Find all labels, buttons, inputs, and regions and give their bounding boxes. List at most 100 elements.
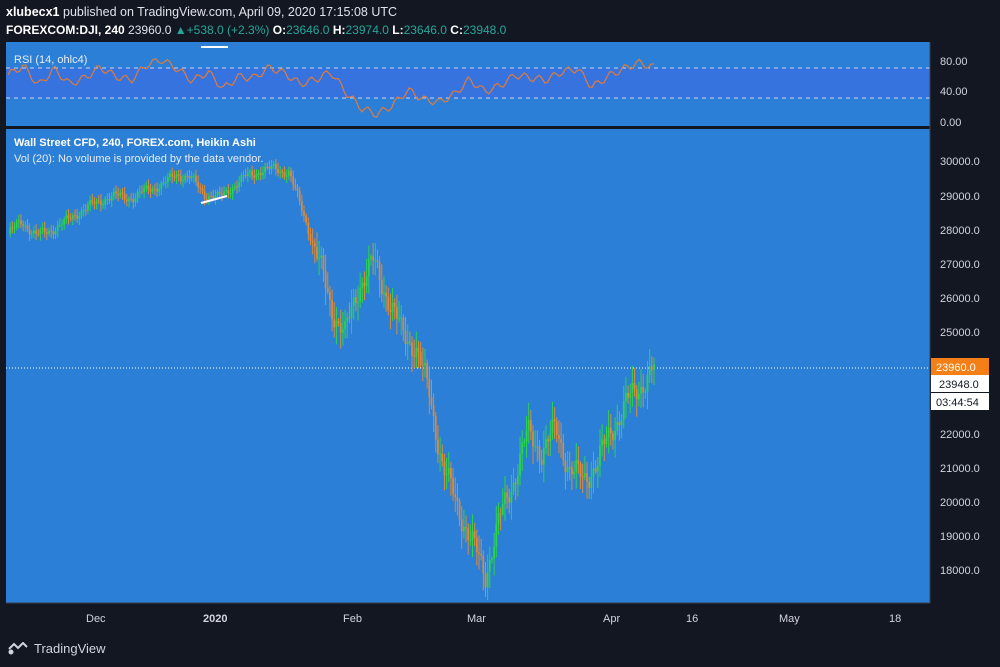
candle-body [383, 292, 385, 295]
pane-separator[interactable] [6, 126, 996, 129]
price-tick: 18000.0 [940, 565, 980, 577]
candle-body [612, 433, 614, 441]
candle-body [240, 175, 243, 183]
candle-body [125, 199, 128, 202]
candle-body [540, 459, 543, 465]
candle-body [78, 216, 81, 219]
candle-body [402, 317, 405, 331]
candle-body [354, 297, 357, 304]
candle-body [156, 188, 158, 192]
candle-body [437, 439, 439, 455]
candle-body [294, 184, 297, 188]
chart-header: xlubecx1 published on TradingView.com, A… [0, 0, 1000, 42]
candle-body [184, 175, 187, 181]
up-arrow-icon: ▲ [174, 23, 187, 37]
candle-body [484, 573, 487, 588]
candle-body [236, 186, 238, 188]
candle-body [89, 200, 92, 205]
candle-body [452, 478, 454, 495]
countdown-tag: 03:44:54 [931, 393, 989, 410]
chart-area[interactable]: RSI (14, ohlc4) Wall Street CFD, 240, FO… [6, 42, 996, 632]
price-scale[interactable] [930, 42, 996, 603]
candle-body [166, 177, 169, 183]
candle-body [100, 200, 102, 205]
candle-body [627, 393, 629, 398]
symbol-name[interactable]: FOREXCOM:DJI, 240 [6, 23, 125, 37]
candle-body [519, 454, 521, 476]
candle-body [562, 442, 565, 461]
tradingview-logo-icon [8, 641, 28, 654]
time-label: 2020 [203, 613, 227, 625]
candle-body [581, 476, 584, 478]
rsi-polyline [7, 57, 655, 118]
candle-body [76, 215, 79, 219]
candle-body [104, 199, 107, 205]
candle-body [523, 441, 526, 443]
candle-body [11, 227, 14, 229]
candle-body [363, 282, 366, 286]
candle-body [469, 539, 472, 541]
candle-body [357, 302, 359, 304]
trend-drawing-line[interactable] [200, 195, 228, 204]
candle-body [169, 173, 171, 178]
price-tick: 19000.0 [940, 531, 980, 543]
candle-body [61, 224, 63, 226]
volume-note: Vol (20): No volume is provided by the d… [14, 153, 263, 165]
candle-body [542, 448, 545, 465]
tradingview-brand[interactable]: TradingView [8, 641, 106, 656]
candle-body [594, 468, 597, 472]
candle-body [253, 175, 256, 178]
username[interactable]: xlubecx1 [6, 5, 60, 19]
candle-body [398, 318, 400, 320]
candle-body [642, 386, 645, 393]
candle-body [119, 192, 122, 196]
candle-body [173, 176, 176, 179]
candle-body [262, 172, 264, 176]
last-price-tag-text: 23960.0 [936, 362, 976, 374]
candle-body [300, 201, 303, 212]
candle-body [534, 446, 537, 448]
candle-body [640, 386, 642, 394]
candle-body [573, 471, 575, 475]
candle-body [164, 182, 167, 184]
candle-body [268, 166, 271, 169]
candle-body [601, 439, 604, 446]
candle-body [255, 173, 258, 178]
candle-body [298, 191, 301, 202]
candle-body [473, 531, 476, 538]
candle-body [270, 165, 273, 169]
chart-svg[interactable]: RSI (14, ohlc4) Wall Street CFD, 240, FO… [6, 42, 996, 632]
candle-body [91, 200, 94, 203]
candle-body [218, 191, 221, 194]
candle-body [318, 257, 321, 259]
candle-body [285, 175, 288, 177]
time-label: 18 [889, 613, 901, 625]
candle-body [365, 276, 368, 286]
high-label: H: [332, 23, 346, 37]
candle-body [467, 528, 470, 540]
candle-body [376, 260, 379, 263]
candle-body [106, 199, 109, 201]
time-axis[interactable] [6, 603, 996, 632]
candle-body [220, 193, 223, 195]
candle-body [620, 419, 623, 426]
candle-body [536, 446, 539, 448]
candle-body [426, 363, 429, 379]
candle-body [130, 198, 133, 200]
candle-body [501, 504, 504, 515]
candle-body [192, 175, 195, 177]
candle-body [201, 188, 204, 192]
candle-body [275, 163, 277, 170]
candle-body [233, 186, 236, 189]
open-label: O: [272, 23, 287, 37]
candle-body [179, 175, 182, 181]
price-change: +538.0 (+2.3%) [186, 23, 270, 37]
candle-body [229, 193, 232, 195]
candle-body [48, 230, 50, 234]
candle-body [110, 196, 113, 201]
candle-body [145, 185, 148, 188]
candle-body [506, 492, 508, 498]
candle-body [303, 211, 305, 216]
candle-body [69, 218, 72, 220]
candle-body [637, 393, 640, 400]
